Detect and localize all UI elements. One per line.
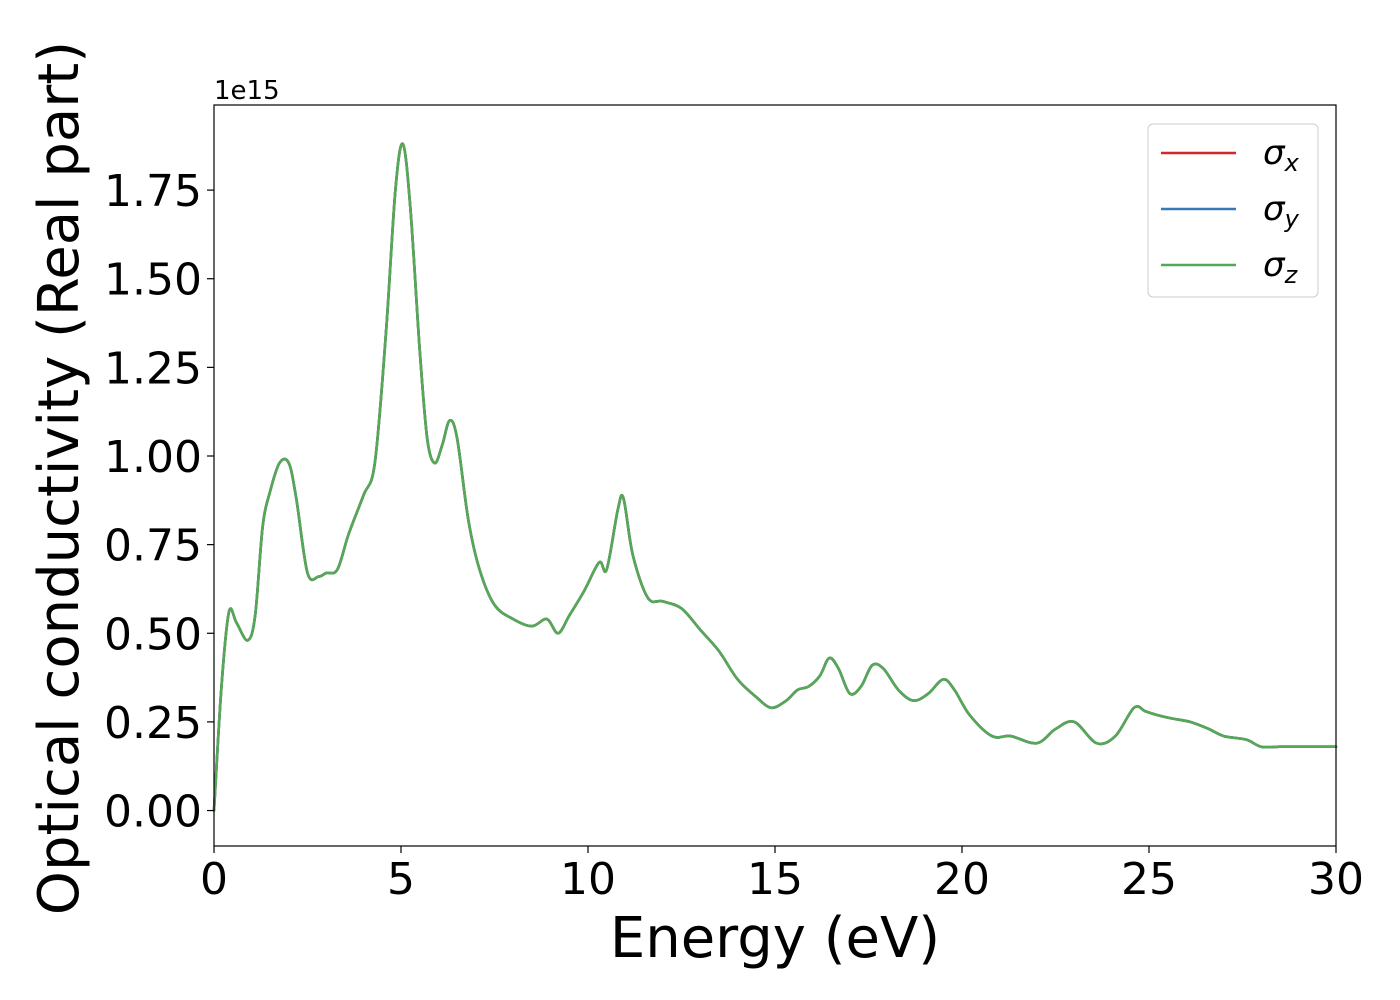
legend-subscript: x <box>1284 149 1300 177</box>
y-tick-label: 0.00 <box>104 787 202 838</box>
y-tick-label: 1.50 <box>104 255 202 306</box>
y-tick-label: 1.00 <box>104 432 202 483</box>
x-tick-label: 5 <box>387 854 415 905</box>
x-axis-label: Energy (eV) <box>610 906 940 971</box>
y-axis-ticks: 0.00 0.25 0.50 0.75 1.00 1.25 1.50 1.75 <box>104 166 214 838</box>
series-line-3 <box>212 142 1338 812</box>
y-tick-label: 0.50 <box>104 609 202 660</box>
x-tick-label: 15 <box>747 854 803 905</box>
series-layer <box>212 142 1338 812</box>
x-tick-label: 10 <box>560 854 616 905</box>
x-tick-label: 30 <box>1308 854 1364 905</box>
x-axis-ticks: 0 5 10 15 20 25 30 <box>200 846 1364 905</box>
x-tick-label: 25 <box>1121 854 1177 905</box>
y-offset-label: 1e15 <box>214 76 280 106</box>
y-tick-label: 1.25 <box>104 343 202 394</box>
legend-subscript: y <box>1284 205 1300 233</box>
legend-subscript: z <box>1284 261 1299 289</box>
y-axis-label: Optical conductivity (Real part) <box>27 41 92 915</box>
y-tick-label: 0.25 <box>104 698 202 749</box>
y-tick-label: 0.75 <box>104 521 202 572</box>
x-tick-label: 20 <box>934 854 990 905</box>
x-tick-label: 0 <box>200 854 228 905</box>
y-tick-label: 1.75 <box>104 166 202 217</box>
legend-box <box>1147 123 1319 298</box>
